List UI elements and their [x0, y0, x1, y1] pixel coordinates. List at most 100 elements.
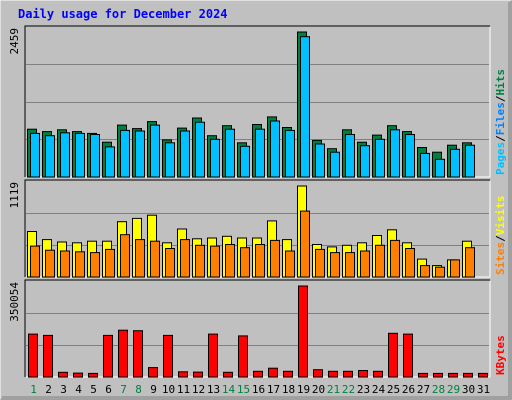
x-tick-label: 10	[162, 383, 175, 396]
x-tick-label: 15	[237, 383, 250, 396]
bar-files	[120, 129, 130, 178]
x-tick-label: 9	[150, 383, 157, 396]
bar-files	[150, 124, 160, 178]
bar-files	[465, 144, 475, 178]
y-tick-label: 1119	[8, 182, 21, 209]
chart-title: Daily usage for December 2024	[18, 7, 228, 21]
y-axis-labels: 2459 1119 350054	[8, 28, 21, 322]
bar-kbytes	[133, 330, 143, 378]
bar-kbytes	[148, 367, 158, 378]
bar-kbytes	[238, 335, 248, 378]
bar-sites	[360, 250, 370, 278]
bar-files	[435, 158, 445, 178]
legend-pages: Pages	[494, 142, 507, 175]
bar-sites	[45, 249, 55, 278]
bar-kbytes	[268, 367, 278, 378]
bar-sites	[75, 251, 85, 278]
bar-files	[195, 121, 205, 178]
x-tick-label: 12	[192, 383, 205, 396]
bar-kbytes	[163, 334, 173, 378]
x-tick-label: 5	[90, 383, 97, 396]
bar-files	[90, 134, 100, 178]
bar-files	[270, 120, 280, 178]
bar-kbytes	[223, 371, 233, 378]
x-tick-label: 6	[105, 383, 112, 396]
x-tick-label: 19	[297, 383, 310, 396]
bar-sites	[375, 244, 385, 278]
bar-files	[240, 145, 250, 178]
x-tick-label: 29	[447, 383, 460, 396]
bar-files	[165, 142, 175, 178]
bar-files	[390, 129, 400, 178]
bar-files	[405, 134, 415, 178]
x-tick-label: 23	[357, 383, 370, 396]
bar-kbytes	[328, 370, 338, 378]
bar-sites	[225, 244, 235, 278]
bar-sites	[390, 239, 400, 278]
x-tick-label: 30	[462, 383, 475, 396]
bar-kbytes	[178, 371, 188, 378]
bar-sites	[435, 266, 445, 278]
bar-kbytes	[343, 370, 353, 378]
bar-sites	[120, 234, 130, 278]
chart-panels	[24, 25, 491, 378]
bar-files	[345, 134, 355, 178]
bar-sites	[240, 247, 250, 278]
bar-files	[210, 138, 220, 178]
plot-area	[25, 280, 490, 377]
legend-files: Files	[494, 102, 507, 135]
bar-sites	[300, 210, 310, 278]
bar-kbytes	[298, 285, 308, 378]
bar-files	[45, 135, 55, 178]
bar-kbytes	[253, 370, 263, 378]
bar-kbytes	[73, 372, 83, 378]
bar-sites	[405, 248, 415, 278]
x-tick-label: 18	[282, 383, 295, 396]
bar-files	[285, 129, 295, 178]
y-tick-label: 350054	[8, 282, 21, 322]
bar-files	[330, 151, 340, 178]
bar-files	[30, 132, 40, 178]
plot-border-dark	[24, 25, 490, 177]
bar-sites	[105, 248, 115, 278]
bar-sites	[30, 245, 40, 278]
x-tick-label: 16	[252, 383, 265, 396]
bar-kbytes	[403, 333, 413, 378]
bar-kbytes	[478, 372, 488, 378]
bar-sites	[420, 265, 430, 278]
bar-files	[105, 146, 115, 178]
bar-files	[225, 128, 235, 178]
bar-kbytes	[208, 333, 218, 378]
bar-kbytes	[418, 372, 428, 378]
bar-files	[450, 148, 460, 178]
bar-kbytes	[448, 372, 458, 378]
bar-files	[180, 130, 190, 178]
bar-sites	[450, 259, 460, 278]
bar-files	[315, 143, 325, 178]
bar-sites	[255, 244, 265, 278]
legend-visits: Visits	[494, 196, 507, 236]
bar-kbytes	[283, 370, 293, 378]
bar-files	[300, 36, 310, 178]
x-tick-label: 25	[387, 383, 400, 396]
bar-kbytes	[118, 329, 128, 378]
bar-kbytes	[58, 371, 68, 378]
bar-files	[135, 130, 145, 178]
legend-separator: /	[494, 95, 507, 102]
bar-kbytes	[193, 371, 203, 378]
bar-sites	[285, 250, 295, 278]
bar-kbytes	[88, 372, 98, 378]
bar-sites	[195, 244, 205, 278]
x-tick-label: 2	[45, 383, 52, 396]
x-tick-label: 17	[267, 383, 280, 396]
bar-kbytes	[358, 370, 368, 378]
bar-sites	[210, 245, 220, 278]
bar-sites	[345, 252, 355, 278]
x-tick-label: 24	[372, 383, 386, 396]
x-tick-label: 8	[135, 383, 142, 396]
legend-sites: Sites	[494, 242, 507, 275]
bar-sites	[315, 248, 325, 278]
